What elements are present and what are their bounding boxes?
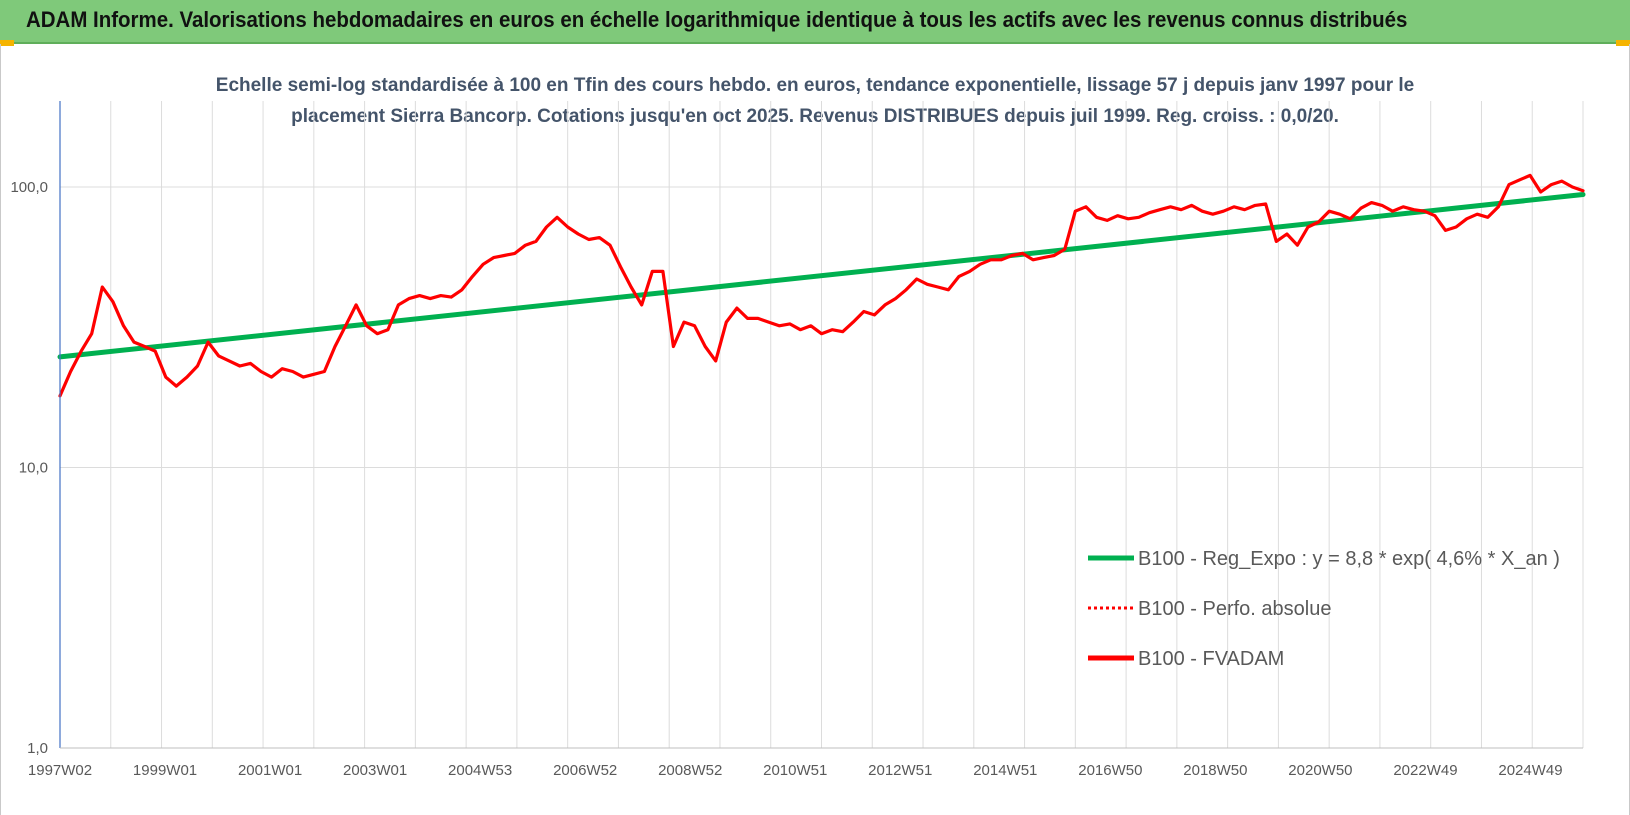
x-tick-label: 2010W51 bbox=[763, 762, 827, 779]
x-tick-label: 2024W49 bbox=[1498, 762, 1562, 779]
x-tick-label: 2003W01 bbox=[343, 762, 407, 779]
x-tick-label: 1999W01 bbox=[133, 762, 197, 779]
x-tick-label: 1997W02 bbox=[28, 762, 92, 779]
x-tick-label: 2004W53 bbox=[448, 762, 512, 779]
x-tick-label: 2012W51 bbox=[868, 762, 932, 779]
x-tick-label: 2008W52 bbox=[658, 762, 722, 779]
y-tick-label: 10,0 bbox=[19, 460, 48, 477]
x-tick-label: 2014W51 bbox=[973, 762, 1037, 779]
x-tick-label: 2020W50 bbox=[1288, 762, 1352, 779]
x-tick-label: 2022W49 bbox=[1393, 762, 1457, 779]
legend-label: B100 - Reg_Expo : y = 8,8 * exp( 4,6% * … bbox=[1138, 548, 1560, 570]
x-tick-label: 2018W50 bbox=[1183, 762, 1247, 779]
x-tick-label: 2001W01 bbox=[238, 762, 302, 779]
legend-label: B100 - Perfo. absolue bbox=[1138, 598, 1331, 620]
y-tick-label: 100,0 bbox=[10, 179, 48, 196]
x-tick-label: 2006W52 bbox=[553, 762, 617, 779]
y-tick-label: 1,0 bbox=[27, 740, 48, 757]
legend-label: B100 - FVADAM bbox=[1138, 648, 1284, 670]
x-tick-label: 2016W50 bbox=[1078, 762, 1142, 779]
